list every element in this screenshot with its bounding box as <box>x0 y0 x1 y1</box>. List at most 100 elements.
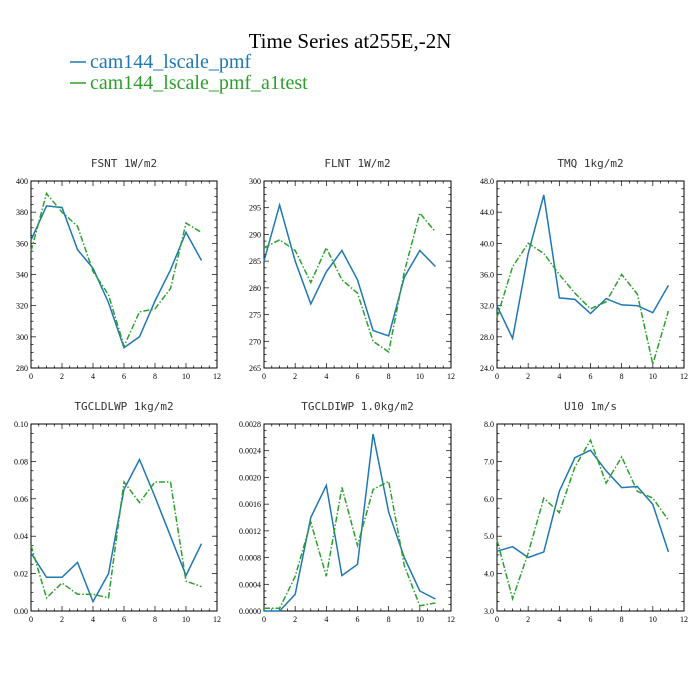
panel-5-ytick-label: 0.0004 <box>239 580 261 589</box>
chart-panel-5: TGCLDIWP 1.0kg/m2 0 2 4 6 8 10 12 0.0000 0.0004 0.… <box>239 400 455 624</box>
panel-2-title: FLNT 1W/m2 <box>324 157 390 170</box>
panel-4-title: TGCLDLWP 1kg/m2 <box>74 400 173 413</box>
panel-3-xtick-label: 12 <box>680 372 688 381</box>
panel-6-xtick-label: 8 <box>620 615 624 624</box>
panel-5-xtick-label: 2 <box>293 615 297 624</box>
panel-1-ytick-label: 300 <box>16 333 28 342</box>
panel-1-ytick-label: 340 <box>16 271 28 280</box>
panel-6-ytick-label: 3.0 <box>484 607 494 616</box>
panel-4-xtick-label: 0 <box>29 615 33 624</box>
panel-1-ytick-label: 400 <box>16 177 28 186</box>
panel-2-ytick-label: 295 <box>249 204 261 213</box>
panel-2-ytick-label: 265 <box>249 364 261 373</box>
panel-grid: FSNT 1W/m20 2 4 6 8 10 12280300320340360380400… <box>14 157 688 624</box>
panel-1-ytick-label: 320 <box>16 302 28 311</box>
chart-panel-3: TMQ 1kg/m2 0 2 4 6 8 10 12 24.0 28.0 32.0 36.0 40.0 4… <box>480 157 688 381</box>
legend: cam144_lscale_pmf cam144_lscale_pmf_a1te… <box>70 51 308 94</box>
panel-5-xtick-label: 10 <box>416 615 424 624</box>
panel-1-ytick-label: 380 <box>16 208 28 217</box>
panel-4-xtick-label: 4 <box>91 615 95 624</box>
panel-2-ytick-label: 300 <box>249 177 261 186</box>
panel-4-ytick-label: 0.06 <box>14 495 28 504</box>
panel-6-ytick-label: 4.0 <box>484 570 494 579</box>
panel-3-title: TMQ 1kg/m2 <box>557 157 623 170</box>
legend-entry-2: cam144_lscale_pmf_a1test <box>70 72 308 94</box>
panel-4-series-2-line <box>30 480 202 600</box>
panel-3-xtick-label: 2 <box>526 372 530 381</box>
panel-3-ytick-label: 48.0 <box>480 177 494 186</box>
panel-2-xtick-label: 4 <box>324 372 328 381</box>
panel-4-series-1-line <box>30 457 203 604</box>
panel-5-xtick-label: 0 <box>262 615 266 624</box>
panel-2-ytick-label: 290 <box>249 230 261 239</box>
panel-5-ytick-label: 0.0008 <box>239 554 261 563</box>
panel-1-series-1-line <box>30 205 203 349</box>
panel-2-xtick-label: 8 <box>387 372 391 381</box>
panel-3-xtick-label: 8 <box>620 372 624 381</box>
panel-5-series-2-line <box>264 480 436 610</box>
panel-3-series-2-line <box>496 242 670 365</box>
panel-3-ytick-label: 36.0 <box>480 271 494 280</box>
figure-title: Time Series at255E,-2N <box>249 29 452 53</box>
panel-2-series-1-line <box>263 202 436 337</box>
panel-3-ytick-label: 40.0 <box>480 239 494 248</box>
panel-6-xtick-label: 2 <box>526 615 530 624</box>
panel-1-ytick-label: 280 <box>16 364 28 373</box>
chart-panel-1: FSNT 1W/m2 0 2 4 6 8 10 12 280 300 320 340 360 380 400 <box>16 157 221 381</box>
panel-3-xtick-label: 6 <box>589 372 593 381</box>
panel-3-xtick-label: 4 <box>557 372 561 381</box>
panel-6-xtick-label: 12 <box>680 615 688 624</box>
panel-4-ytick-label: 0.04 <box>14 532 28 541</box>
panel-1-xtick-label: 6 <box>122 372 126 381</box>
chart-panel-4: TGCLDLWP 1kg/m2 0 2 4 6 8 10 12 0.00 0.02 0.04 0.06… <box>14 400 221 624</box>
panel-2-ytick-label: 270 <box>249 337 261 346</box>
panel-2-xtick-label: 10 <box>416 372 424 381</box>
panel-5-xtick-label: 12 <box>447 615 455 624</box>
panel-2-xtick-label: 2 <box>293 372 297 381</box>
panel-2-series-2-line <box>263 211 436 354</box>
panel-3-xtick-label: 0 <box>495 372 499 381</box>
panel-3-ytick-label: 44.0 <box>480 208 494 217</box>
panel-5-xtick-label: 8 <box>387 615 391 624</box>
panel-2-ytick-label: 285 <box>249 257 261 266</box>
panel-5-series-1-line <box>264 433 436 612</box>
panel-1-xtick-label: 8 <box>153 372 157 381</box>
panel-3-xtick-label: 10 <box>649 372 657 381</box>
panel-5-xtick-label: 6 <box>356 615 360 624</box>
panel-6-ytick-label: 5.0 <box>484 532 494 541</box>
panel-2-xtick-label: 0 <box>262 372 266 381</box>
panel-4-ytick-label: 0.00 <box>14 607 28 616</box>
panel-1-series-2-line <box>30 191 202 349</box>
panel-4-xtick-label: 12 <box>213 615 221 624</box>
legend-label-2: cam144_lscale_pmf_a1test <box>90 72 308 94</box>
panel-4-ytick-label: 0.08 <box>14 457 28 466</box>
panel-1-xtick-label: 12 <box>213 372 221 381</box>
panel-6-xtick-label: 10 <box>649 615 657 624</box>
panel-3-ytick-label: 28.0 <box>480 333 494 342</box>
panel-6-xtick-label: 0 <box>495 615 499 624</box>
panel-6-ytick-label: 7.0 <box>484 457 494 466</box>
chart-panel-6: U10 1m/s 0 2 4 6 8 10 12 3.0 4.0 5.0 6.0 7.0 8.0 <box>484 400 688 624</box>
panel-6-ytick-label: 8.0 <box>484 420 494 429</box>
panel-5-ytick-label: 0.0012 <box>239 527 261 536</box>
panel-6-xtick-label: 6 <box>589 615 593 624</box>
panel-6-ytick-label: 6.0 <box>484 495 494 504</box>
panel-1-ytick-label: 360 <box>16 239 28 248</box>
panel-5-ytick-label: 0.0020 <box>239 473 261 482</box>
panel-1-xtick-label: 2 <box>60 372 64 381</box>
panel-4-ytick-label: 0.02 <box>14 570 28 579</box>
panel-5-ytick-label: 0.0016 <box>239 500 261 509</box>
panel-1-title: FSNT 1W/m2 <box>91 157 157 170</box>
panel-1-xtick-label: 10 <box>182 372 190 381</box>
legend-entry-1: cam144_lscale_pmf <box>70 51 251 73</box>
panel-2-xtick-label: 6 <box>356 372 360 381</box>
panel-4-ytick-label: 0.10 <box>14 420 28 429</box>
panel-6-xtick-label: 4 <box>557 615 561 624</box>
panel-6-series-2-line <box>496 438 670 602</box>
panel-5-ytick-label: 0.0024 <box>239 447 261 456</box>
panel-5-ytick-label: 0.0000 <box>239 607 261 616</box>
panel-4-xtick-label: 10 <box>182 615 190 624</box>
panel-2-ytick-label: 275 <box>249 311 261 320</box>
